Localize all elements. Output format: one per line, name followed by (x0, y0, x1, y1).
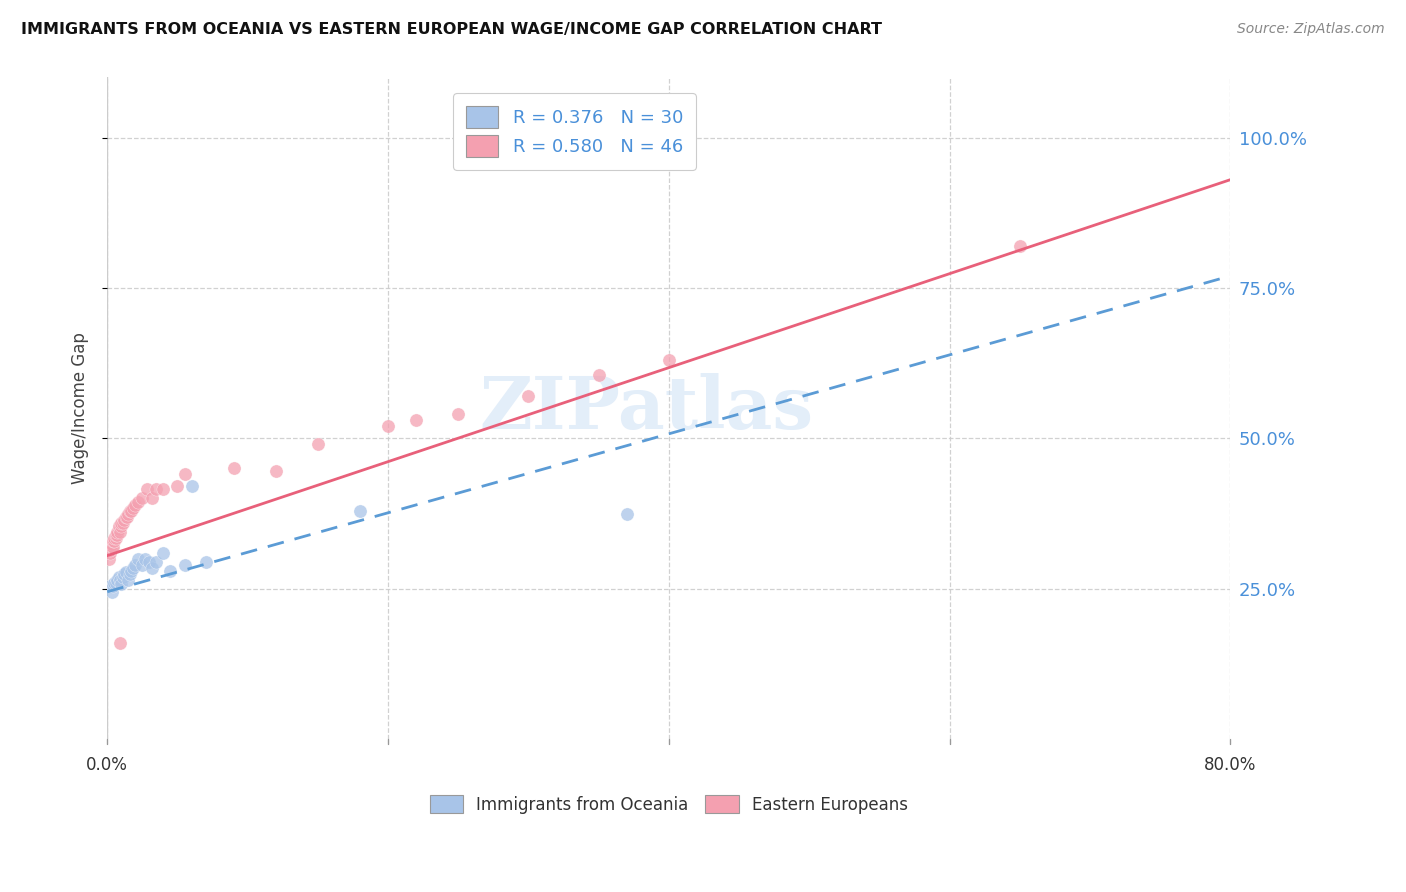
Point (101, 533, 124, 548)
Point (115, 509, 138, 524)
Point (222, 461, 245, 475)
Text: ZIPatlas: ZIPatlas (479, 373, 814, 444)
Text: 0.0%: 0.0% (86, 756, 128, 773)
Point (110, 518, 132, 533)
Point (110, 577, 132, 591)
Point (377, 419, 399, 434)
Point (101, 540, 124, 554)
Point (108, 636, 131, 650)
Point (124, 558, 146, 572)
Point (103, 531, 125, 545)
Point (117, 507, 139, 521)
Point (103, 533, 125, 548)
Point (180, 479, 202, 493)
Point (97, 551, 120, 566)
Point (104, 527, 127, 541)
Point (107, 518, 129, 533)
Point (152, 546, 174, 560)
Point (349, 503, 371, 517)
Point (105, 573, 128, 587)
Point (307, 437, 329, 451)
Point (101, 579, 124, 593)
Point (145, 555, 167, 569)
Point (98, 579, 121, 593)
Point (112, 512, 135, 526)
Point (111, 516, 134, 530)
Point (127, 494, 149, 508)
Point (194, 555, 217, 569)
Point (108, 573, 131, 587)
Point (121, 500, 143, 515)
Legend: Immigrants from Oceania, Eastern Europeans: Immigrants from Oceania, Eastern Europea… (422, 787, 917, 822)
Point (103, 575, 125, 590)
Point (100, 584, 122, 599)
Point (138, 555, 160, 569)
Point (108, 524, 131, 539)
Point (1008, 239, 1031, 253)
Point (112, 566, 135, 581)
Point (616, 507, 638, 521)
Text: IMMIGRANTS FROM OCEANIA VS EASTERN EUROPEAN WAGE/INCOME GAP CORRELATION CHART: IMMIGRANTS FROM OCEANIA VS EASTERN EUROP… (21, 22, 882, 37)
Point (117, 573, 139, 587)
Point (127, 551, 149, 566)
Point (166, 479, 188, 493)
Point (121, 560, 143, 574)
Point (110, 516, 132, 530)
Point (124, 498, 146, 512)
Point (141, 491, 163, 506)
Point (98, 542, 121, 557)
Point (173, 558, 195, 572)
Y-axis label: Wage/Income Gap: Wage/Income Gap (72, 333, 89, 484)
Point (118, 503, 141, 517)
Point (120, 503, 142, 517)
Point (105, 527, 128, 541)
Point (134, 551, 156, 566)
Point (141, 560, 163, 574)
Point (264, 465, 287, 479)
Point (118, 566, 141, 581)
Point (105, 524, 128, 539)
Text: 80.0%: 80.0% (1204, 756, 1257, 773)
Point (152, 483, 174, 497)
Point (104, 575, 127, 590)
Point (658, 353, 681, 368)
Point (173, 467, 195, 482)
Point (131, 491, 153, 506)
Point (98, 546, 121, 560)
Point (517, 389, 540, 403)
Point (100, 536, 122, 550)
Text: Source: ZipAtlas.com: Source: ZipAtlas.com (1237, 22, 1385, 37)
Point (447, 407, 470, 421)
Point (107, 570, 129, 584)
Point (405, 413, 427, 427)
Point (111, 570, 134, 584)
Point (107, 522, 129, 536)
Point (120, 564, 142, 578)
Point (588, 368, 610, 383)
Point (159, 564, 181, 578)
Point (114, 565, 136, 579)
Point (145, 483, 167, 497)
Point (104, 531, 127, 545)
Point (131, 558, 153, 572)
Point (100, 540, 122, 554)
Point (135, 483, 157, 497)
Point (114, 509, 136, 524)
